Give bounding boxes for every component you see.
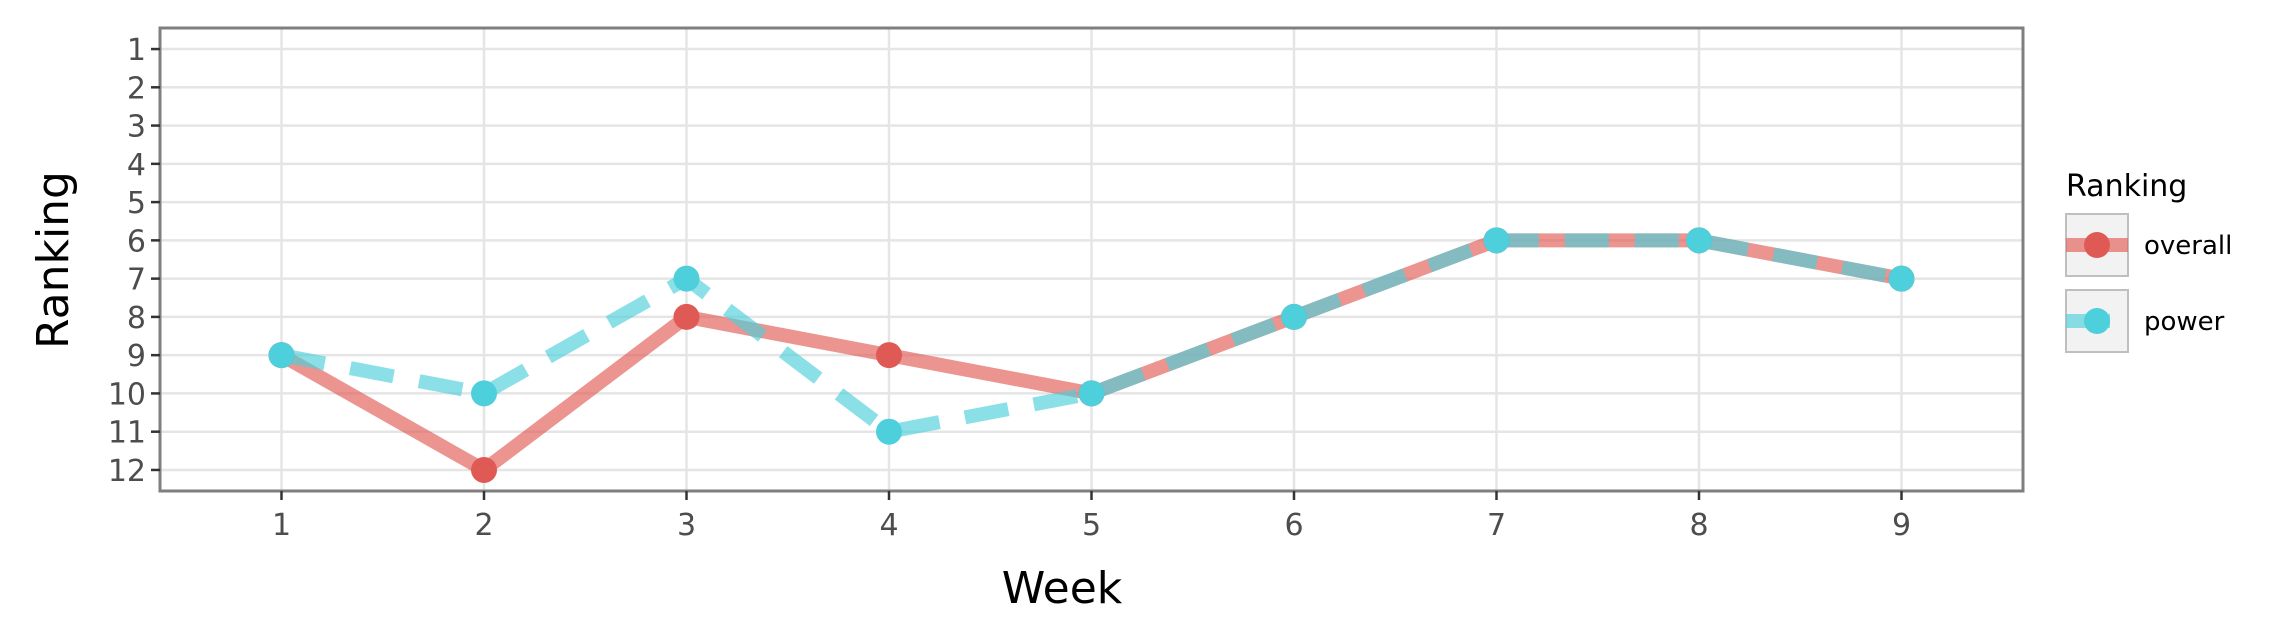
y-tick-label: 8 [127,301,146,336]
legend: Ranking overall power [2065,169,2232,353]
data-point-power [1483,227,1510,254]
y-tick-label: 1 [127,33,146,68]
x-tick-label: 4 [879,508,898,543]
y-tick-label: 7 [127,263,146,298]
y-tick-label: 2 [127,71,146,106]
data-point-power [1078,380,1105,407]
data-point-overall [471,456,497,483]
series-layer [268,227,1915,483]
data-point-power [471,380,497,407]
data-point-power [268,342,295,369]
y-axis-title: Ranking [28,171,79,349]
x-tick-label: 7 [1487,508,1506,543]
x-tick-label: 2 [474,508,493,543]
y-tick-label: 4 [127,148,146,183]
x-tick-label: 9 [1892,508,1911,543]
x-tick-label: 8 [1689,508,1708,543]
y-tick-label: 9 [127,339,146,374]
y-tick-label: 10 [108,377,146,412]
y-tick-label: 11 [108,416,146,451]
data-point-power [1281,303,1307,330]
data-point-power [1686,227,1712,254]
x-axis-title: Week [1002,563,1123,614]
y-tick-label: 5 [127,186,146,221]
legend-key-point [2084,308,2110,334]
x-tick-label: 3 [677,508,696,543]
legend-item-overall: overall [2065,213,2232,277]
data-point-power [673,265,700,292]
y-tick-label: 3 [127,110,146,145]
legend-label: overall [2144,231,2232,261]
data-point-power [1888,265,1915,292]
x-tick-label: 6 [1284,508,1303,543]
series-line-power [280,233,1903,439]
data-point-power [876,418,902,445]
legend-key-point [2084,232,2110,258]
x-tick-label: 1 [272,508,291,543]
legend-keys: overall power [2065,213,2232,353]
y-tick-label: 12 [108,454,146,489]
legend-title: Ranking [2066,169,2187,204]
data-point-overall [673,303,700,330]
legend-item-power: power [2065,289,2225,353]
legend-label: power [2144,307,2225,337]
y-tick-label: 6 [127,224,146,259]
data-point-overall [876,342,902,369]
x-tick-label: 5 [1082,508,1101,543]
